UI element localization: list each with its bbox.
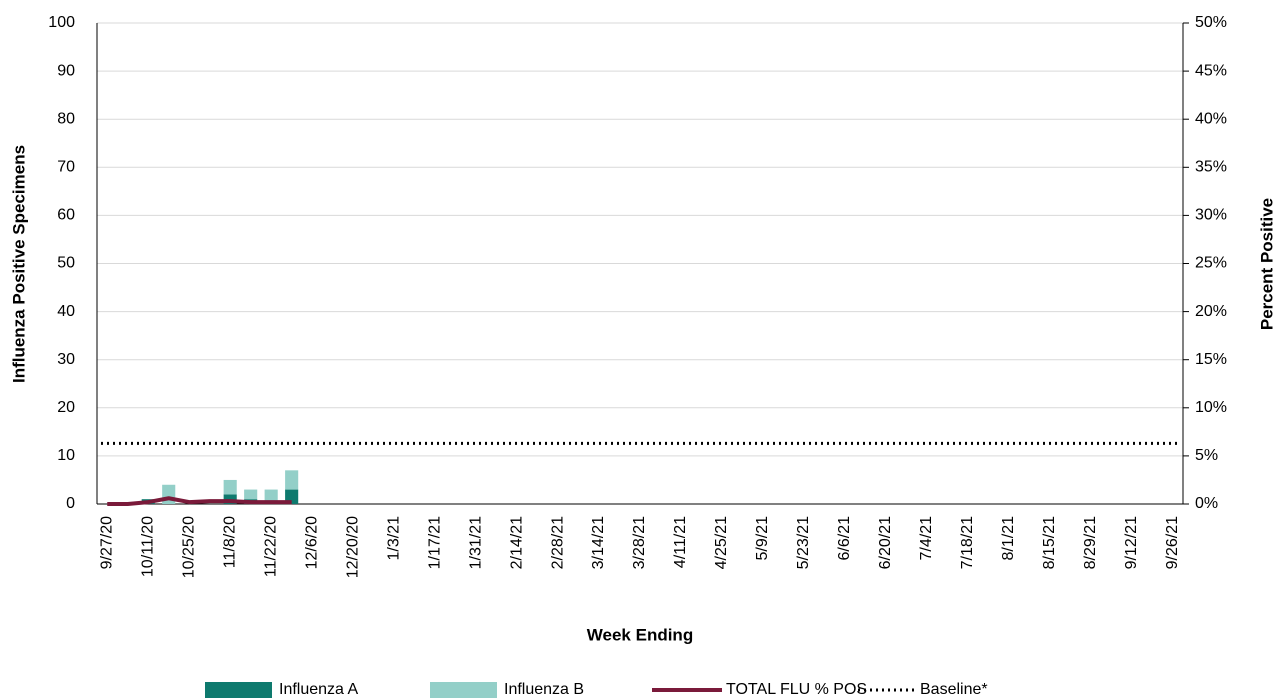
bar: [285, 470, 299, 490]
y2-tick-label: 30%: [1195, 207, 1227, 224]
y2-tick-label: 0%: [1195, 495, 1218, 512]
y-tick-label: 90: [57, 62, 75, 79]
x-tick-label: 7/18/21: [959, 516, 976, 569]
x-tick-label: 12/20/20: [344, 516, 361, 578]
x-tick-label: 1/31/21: [467, 516, 484, 569]
x-tick-label: 7/4/21: [918, 516, 935, 561]
legend-swatch: [430, 682, 497, 698]
x-tick-label: 8/15/21: [1041, 516, 1058, 569]
y2-tick-label: 50%: [1195, 14, 1227, 31]
y2-tick-label: 20%: [1195, 303, 1227, 320]
x-tick-label: 9/12/21: [1123, 516, 1140, 569]
y2-tick-label: 5%: [1195, 447, 1218, 464]
y-tick-label: 0: [66, 495, 75, 512]
x-tick-label: 4/25/21: [713, 516, 730, 569]
legend-swatch: [205, 682, 272, 698]
x-tick-label: 8/29/21: [1082, 516, 1099, 569]
x-tick-label: 2/14/21: [508, 516, 525, 569]
legend-label: Influenza A: [279, 681, 359, 698]
x-tick-label: 11/8/20: [221, 516, 238, 568]
x-tick-label: 11/22/20: [262, 516, 279, 577]
y2-tick-label: 10%: [1195, 399, 1227, 416]
legend-label: Baseline*: [920, 681, 988, 698]
x-tick-label: 8/1/21: [1000, 516, 1017, 561]
y-tick-label: 20: [57, 399, 75, 416]
x-tick-label: 2/28/21: [549, 516, 566, 569]
x-tick-label: 5/23/21: [795, 516, 812, 569]
y2-tick-label: 25%: [1195, 255, 1227, 272]
y2-tick-label: 15%: [1195, 351, 1227, 368]
y2-tick-label: 35%: [1195, 159, 1227, 176]
x-tick-label: 12/6/20: [303, 516, 320, 569]
legend-label: TOTAL FLU % POS: [726, 681, 867, 698]
y-tick-label: 40: [57, 303, 75, 320]
x-tick-label: 6/6/21: [836, 516, 853, 561]
bar: [223, 479, 237, 495]
x-tick-label: 1/17/21: [426, 516, 443, 569]
x-axis-title: Week Ending: [587, 625, 693, 644]
x-tick-label: 6/20/21: [877, 516, 894, 569]
x-tick-label: 3/14/21: [590, 516, 607, 569]
x-tick-label: 10/11/20: [139, 516, 156, 577]
x-tick-label: 1/3/21: [385, 516, 402, 561]
y-tick-label: 70: [57, 159, 75, 176]
y-tick-label: 10: [57, 447, 75, 464]
y2-axis-title: Percent Positive: [1257, 198, 1276, 330]
x-tick-label: 10/25/20: [180, 516, 197, 578]
y-tick-label: 100: [48, 14, 75, 31]
x-tick-label: 9/26/21: [1164, 516, 1181, 569]
y-tick-label: 60: [57, 207, 75, 224]
y2-tick-label: 40%: [1195, 110, 1227, 127]
y-axis-title: Influenza Positive Specimens: [9, 145, 28, 383]
legend-label: Influenza B: [504, 681, 584, 698]
line: [107, 496, 292, 506]
bar: [244, 489, 258, 500]
y-tick-label: 50: [57, 255, 75, 272]
y-tick-label: 30: [57, 351, 75, 368]
x-tick-label: 4/11/21: [672, 516, 689, 568]
y-tick-label: 80: [57, 110, 75, 127]
x-tick-label: 9/27/20: [98, 516, 115, 569]
x-tick-label: 3/28/21: [631, 516, 648, 569]
y2-tick-label: 45%: [1195, 62, 1227, 79]
x-tick-label: 5/9/21: [754, 516, 771, 561]
